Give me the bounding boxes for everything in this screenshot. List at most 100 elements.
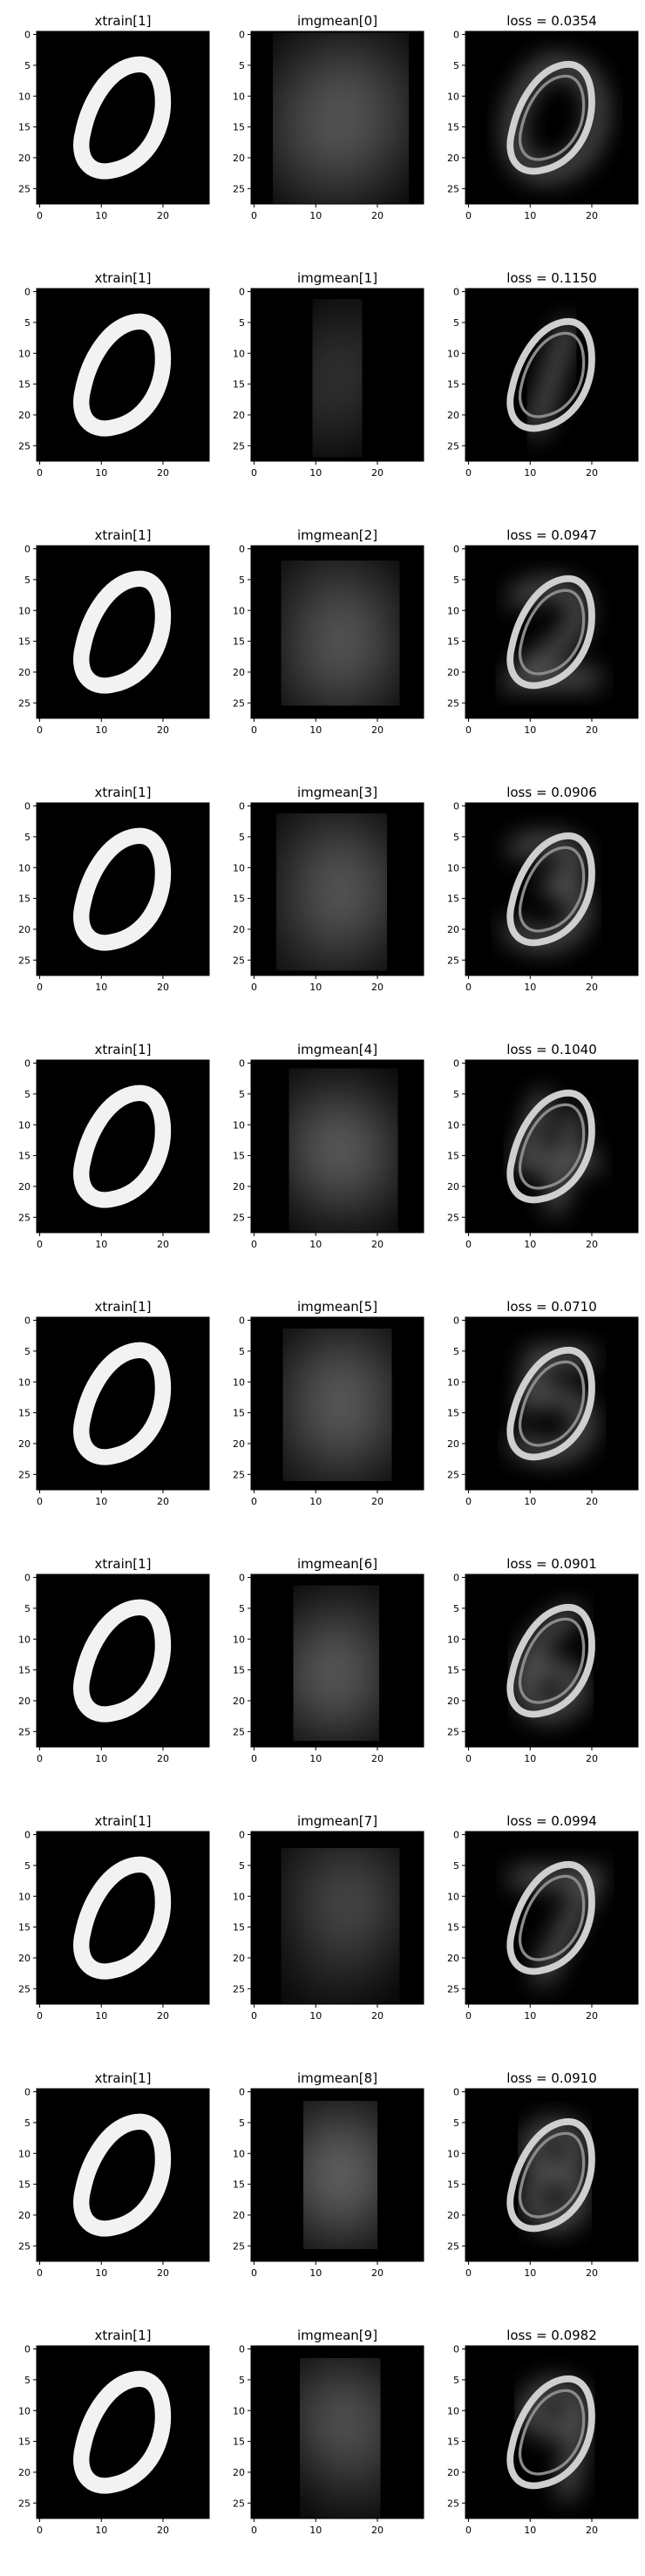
image-content [296, 1601, 377, 1725]
x-tick-label: 0 [465, 467, 472, 479]
y-tick-label: 10 [233, 1634, 245, 1645]
y-tick-label: 20 [447, 1438, 459, 1450]
x-tick-label: 0 [37, 724, 43, 736]
digit-stroke [73, 570, 172, 694]
y-tick-label: 15 [233, 2437, 245, 2448]
y-tick-label: 10 [18, 1634, 31, 1645]
y-tick-label: 0 [453, 2344, 459, 2355]
axes-frame [465, 2345, 639, 2519]
image-content [284, 830, 379, 955]
x-tick-label: 10 [95, 2010, 107, 2022]
x-tick-label: 10 [95, 1753, 107, 1764]
x-tick-label: 20 [586, 2525, 598, 2536]
y-tick-label: 5 [24, 1860, 31, 1872]
y-tick-label: 25 [18, 440, 31, 452]
y-tick-label: 15 [233, 1922, 245, 1934]
x-tick-label: 0 [37, 1753, 43, 1764]
y-tick-label: 0 [239, 287, 245, 298]
x-tick-label: 10 [524, 724, 536, 736]
x-tick-label: 20 [586, 210, 598, 221]
panel-title: loss = 0.0947 [506, 527, 597, 543]
y-tick-label: 15 [447, 636, 459, 648]
x-tick-label: 10 [309, 2010, 322, 2022]
x-tick-label: 20 [586, 467, 598, 479]
y-tick-label: 20 [447, 1953, 459, 1964]
x-tick-label: 0 [251, 982, 257, 993]
x-tick-label: 10 [95, 2525, 107, 2536]
panel-title: loss = 0.0994 [506, 1813, 597, 1829]
y-tick-label: 25 [447, 1212, 459, 1223]
axes-frame [465, 31, 639, 205]
y-tick-label: 5 [453, 1089, 459, 1100]
panel-title: imgmean[9] [297, 2328, 377, 2343]
x-tick-label: 10 [524, 210, 536, 221]
image-content [73, 1599, 172, 1723]
diff-outline-inner [518, 1103, 586, 1190]
panel-title: xtrain[1] [94, 13, 151, 29]
x-tick-label: 0 [465, 2525, 472, 2536]
panel-24: 0 10 20 0 5 10 15 20 25 xtrain[1] [18, 2070, 210, 2279]
y-tick-label: 0 [239, 1573, 245, 1584]
x-tick-label: 0 [465, 982, 472, 993]
y-tick-label: 0 [24, 801, 31, 812]
panel-title: loss = 0.0901 [506, 1556, 597, 1572]
x-tick-label: 0 [465, 1496, 472, 1507]
y-tick-label: 20 [447, 2210, 459, 2221]
panel-title: imgmean[7] [297, 1813, 377, 1829]
y-tick-label: 5 [453, 60, 459, 71]
image-content [502, 832, 595, 950]
x-tick-label: 0 [251, 1496, 257, 1507]
digit-stroke [73, 1856, 172, 1980]
image-background [465, 546, 638, 718]
panel-8: 0 10 20 0 5 10 15 20 25 loss = 0.0947 [447, 527, 639, 736]
panel-title: xtrain[1] [94, 270, 151, 286]
image-content [73, 2113, 172, 2237]
y-tick-label: 5 [453, 574, 459, 586]
y-tick-label: 15 [18, 894, 31, 905]
y-tick-label: 20 [233, 2210, 245, 2221]
diff-outline-outer [506, 1860, 595, 1975]
y-tick-label: 10 [447, 2405, 459, 2416]
x-tick-label: 20 [371, 1496, 384, 1507]
y-tick-label: 15 [447, 1922, 459, 1934]
y-tick-label: 15 [18, 1665, 31, 1676]
digit-stroke [73, 1084, 172, 1208]
mean-digit-blur [285, 52, 397, 186]
y-tick-label: 20 [233, 1181, 245, 1193]
panel-28: 0 10 20 0 5 10 15 20 25 imgmean[9] [233, 2328, 424, 2536]
axes-frame [250, 31, 424, 205]
diff-outline-inner [518, 846, 586, 933]
y-tick-label: 10 [233, 2405, 245, 2416]
x-tick-label: 20 [586, 1496, 598, 1507]
image-content [495, 574, 601, 690]
x-tick-label: 10 [524, 2267, 536, 2279]
axes-frame [465, 545, 639, 719]
y-tick-label: 10 [18, 91, 31, 102]
x-tick-label: 20 [586, 1753, 598, 1764]
y-tick-label: 5 [24, 2375, 31, 2386]
x-tick-label: 10 [524, 1496, 536, 1507]
y-tick-label: 5 [24, 317, 31, 329]
panel-title: imgmean[8] [297, 2070, 377, 2086]
x-tick-label: 0 [251, 724, 257, 736]
panel-title: loss = 0.0982 [506, 2328, 597, 2343]
x-tick-label: 0 [37, 1496, 43, 1507]
y-tick-label: 10 [447, 348, 459, 359]
y-tick-label: 25 [18, 1469, 31, 1480]
y-tick-label: 25 [18, 183, 31, 194]
axes-frame [250, 288, 424, 462]
y-tick-label: 5 [453, 1860, 459, 1872]
y-tick-label: 25 [18, 955, 31, 966]
y-tick-label: 20 [447, 1181, 459, 1193]
y-tick-label: 25 [447, 1726, 459, 1737]
y-tick-label: 25 [447, 183, 459, 194]
digit-stroke [73, 2370, 172, 2494]
image-content [73, 313, 172, 437]
y-tick-label: 0 [24, 1058, 31, 1070]
y-tick-label: 10 [233, 1891, 245, 1902]
image-background [37, 546, 209, 718]
y-tick-label: 25 [447, 2240, 459, 2252]
x-tick-label: 10 [309, 1496, 322, 1507]
x-tick-label: 20 [157, 1239, 169, 1250]
